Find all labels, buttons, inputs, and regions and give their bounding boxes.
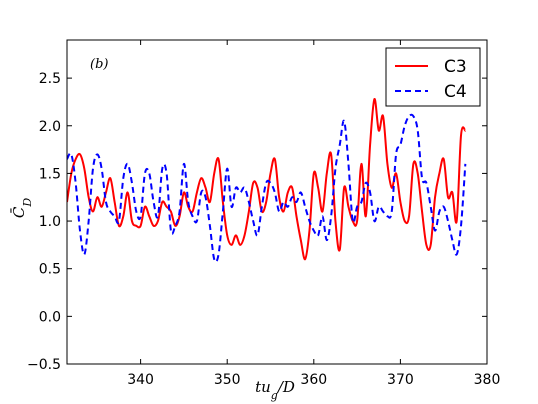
y-tick-label: 1.0	[39, 214, 61, 230]
legend-label-c3: C3	[444, 57, 467, 77]
x-tick-label: 340	[127, 372, 154, 388]
legend-label-c4: C4	[444, 82, 467, 102]
x-axis-label: tug/D	[255, 378, 295, 402]
x-tick-label: 370	[387, 372, 414, 388]
plot-frame	[66, 39, 488, 365]
series-layer	[67, 98, 467, 263]
y-axis-label: C̄D	[10, 198, 34, 218]
y-tick-label: 0.5	[39, 262, 61, 278]
legend-box	[385, 47, 481, 107]
series-line-c3	[67, 98, 467, 261]
axis-ticks: 340 350 360 370 380 −0.5 0.0 0.5 1.0 1.5 2.0 2.5	[27, 40, 500, 388]
x-tick-label: 380	[474, 372, 501, 388]
y-tick-label: 0.0	[39, 309, 61, 325]
x-tick-label: 360	[300, 372, 327, 388]
y-tick-label: 2.5	[39, 71, 61, 87]
panel-label: (b)	[90, 57, 108, 72]
y-tick-label: 1.5	[39, 166, 61, 182]
y-tick-label: −0.5	[27, 357, 61, 373]
series-line-c4	[67, 113, 467, 263]
x-tick-label: 350	[214, 372, 241, 388]
y-tick-label: 2.0	[39, 119, 61, 135]
